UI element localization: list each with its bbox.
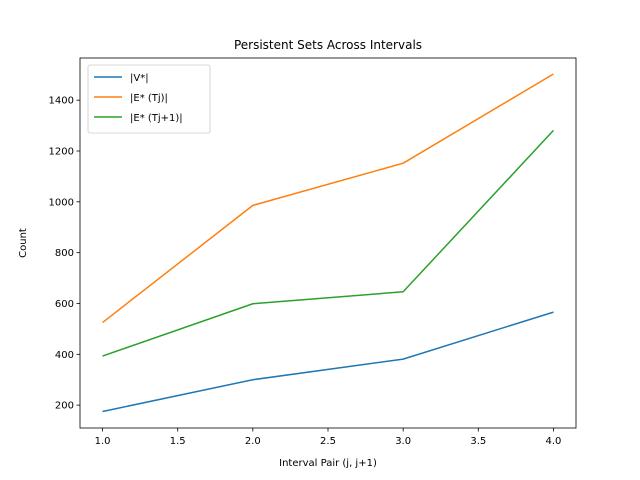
plot-area	[102, 73, 555, 413]
y-tick-label: 800	[55, 248, 74, 259]
legend-label: |V*|	[130, 73, 149, 84]
series-line-3	[102, 129, 555, 357]
y-tick-label: 1000	[49, 197, 74, 208]
legend-box	[87, 64, 211, 134]
x-tick-label: 4.0	[546, 436, 562, 447]
legend: |V*| |E* (Tj)| |E* (Tj+1)|	[87, 64, 211, 134]
y-tick-label: 200	[55, 401, 74, 412]
series-line-2	[102, 73, 554, 324]
x-axis-label: Interval Pair (j, j+1)	[279, 458, 377, 469]
y-axis: 200 400 600 800 1000 1200 1400	[49, 96, 80, 412]
legend-label: |E* (Tj)|	[130, 93, 168, 104]
x-axis: 1.0 1.5 2.0 2.5 3.0 3.5 4.0	[95, 428, 562, 447]
x-tick-label: 1.5	[170, 436, 186, 447]
x-tick-label: 3.5	[470, 436, 486, 447]
series-line-1	[102, 311, 554, 413]
x-tick-label: 3.0	[395, 436, 411, 447]
x-tick-label: 2.0	[245, 436, 261, 447]
y-tick-label: 1200	[49, 147, 74, 158]
y-axis-label: Count	[18, 228, 29, 258]
y-tick-label: 1400	[49, 96, 74, 107]
x-tick-label: 2.5	[320, 436, 336, 447]
chart-title: Persistent Sets Across Intervals	[234, 38, 422, 52]
y-tick-label: 600	[55, 299, 74, 310]
y-tick-label: 400	[55, 350, 74, 361]
x-tick-label: 1.0	[95, 436, 111, 447]
legend-label: |E* (Tj+1)|	[130, 113, 183, 124]
